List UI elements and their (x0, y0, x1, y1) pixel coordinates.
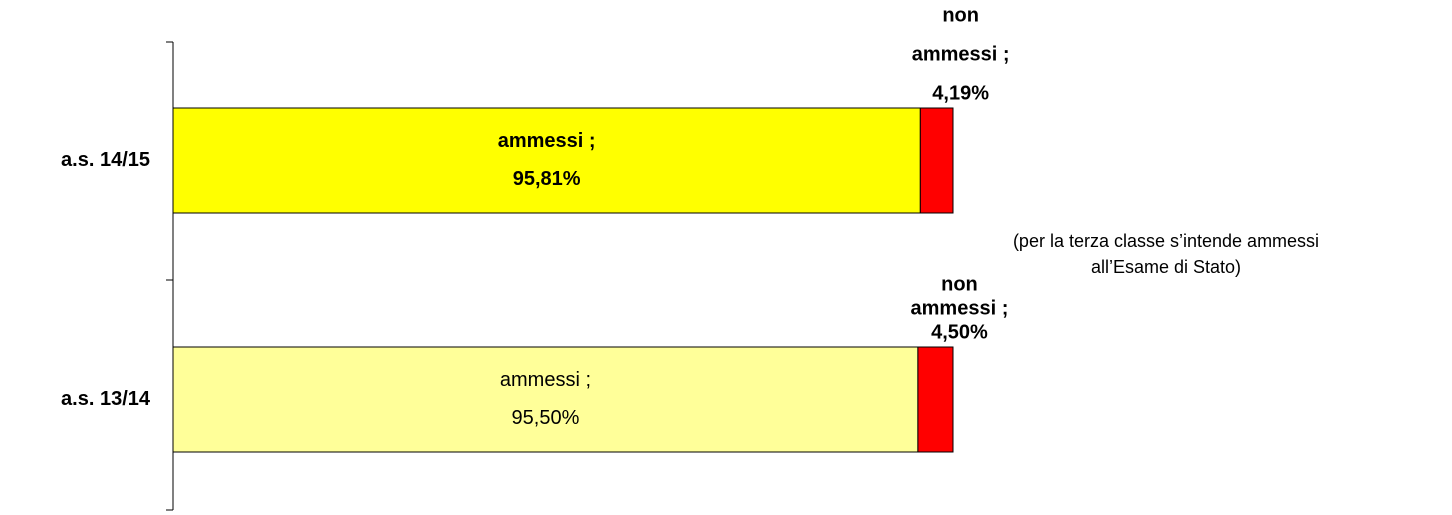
data-label: non (942, 4, 979, 26)
data-label: 4,50% (931, 321, 988, 343)
data-label: 4,19% (932, 82, 989, 104)
data-label: ammessi ; (498, 130, 596, 152)
data-label: ammessi ; (911, 297, 1009, 319)
category-label: a.s. 13/14 (61, 388, 151, 410)
bar-segment (172, 107, 921, 214)
category-label: a.s. 14/15 (61, 149, 150, 171)
data-label: 95,50% (512, 407, 580, 429)
data-label: ammessi ; (912, 43, 1010, 65)
annotation: all’Esame di Stato) (1091, 257, 1241, 277)
bar-segment (919, 107, 954, 214)
bar-segment (172, 346, 919, 453)
annotation: (per la terza classe s’intende ammessi (1013, 231, 1319, 251)
data-label: 95,81% (513, 168, 581, 190)
bar-segment (917, 346, 954, 453)
data-label: ammessi ; (500, 369, 591, 391)
data-label: non (941, 273, 978, 295)
